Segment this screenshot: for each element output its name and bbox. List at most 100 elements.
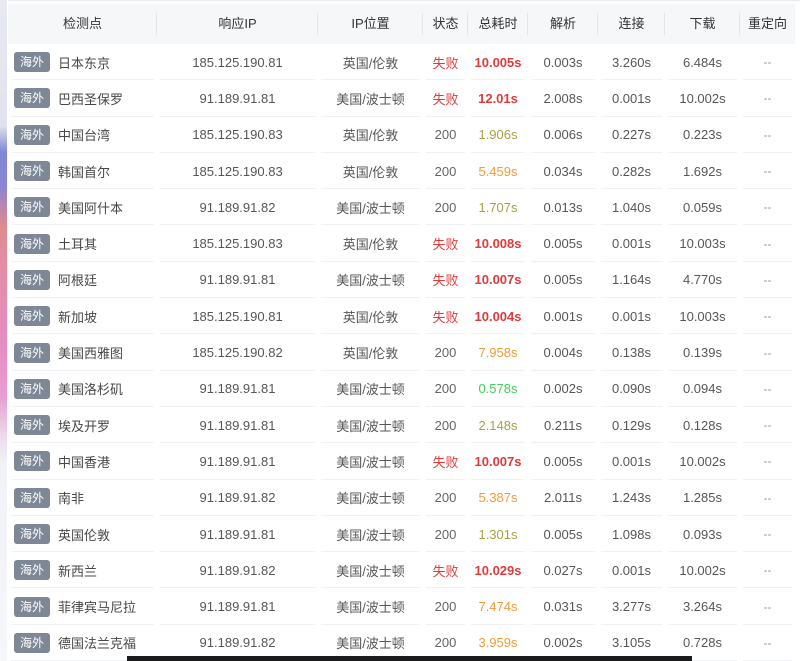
node-name: 土耳其 xyxy=(58,237,98,253)
ip-location: 美国/波士顿 xyxy=(318,262,423,299)
redirect-value: -- xyxy=(740,189,795,226)
node-name: 韩国首尔 xyxy=(58,164,111,180)
connect-time-value: 0.138s xyxy=(598,334,665,371)
total-time-value: 5.459s xyxy=(468,153,528,190)
redirect-value: -- xyxy=(740,80,795,117)
redirect-value: -- xyxy=(740,298,795,335)
overseas-badge: 海外 xyxy=(14,197,51,218)
download-time-value: 0.094s xyxy=(665,371,740,408)
overseas-badge: 海外 xyxy=(14,560,51,581)
dns-time-value: 0.031s xyxy=(528,588,598,626)
column-header-node: 检测点 xyxy=(8,4,157,44)
total-time-value: 10.029s xyxy=(468,552,528,589)
connect-time-value: 0.001s xyxy=(598,225,665,263)
status-value: 200 xyxy=(423,371,468,408)
dns-time-value: 0.013s xyxy=(528,189,598,226)
ip-location: 英国/伦敦 xyxy=(318,298,423,335)
total-time-value: 5.387s xyxy=(468,480,528,517)
connect-time-value: 1.098s xyxy=(598,516,665,553)
node-name: 美国西雅图 xyxy=(58,346,124,362)
node-cell: 海外 阿根廷 xyxy=(8,262,157,299)
table-row: 海外 韩国首尔 185.125.190.83 英国/伦敦 200 5.459s … xyxy=(8,153,795,190)
table-row: 海外 英国伦敦 91.189.91.81 美国/波士顿 200 1.301s 0… xyxy=(8,516,795,553)
redirect-value: -- xyxy=(740,262,795,299)
download-time-value: 6.484s xyxy=(665,44,740,81)
dns-time-value: 0.005s xyxy=(528,262,598,299)
download-time-value: 1.285s xyxy=(665,480,740,517)
total-time-value: 0.578s xyxy=(468,371,528,408)
download-time-value: 10.002s xyxy=(665,443,740,480)
node-name: 美国阿什本 xyxy=(58,200,124,216)
ip-location: 美国/波士顿 xyxy=(318,516,423,553)
redirect-value: -- xyxy=(740,443,795,480)
table-row: 海外 日本东京 185.125.190.81 英国/伦敦 失败 10.005s … xyxy=(8,44,795,81)
dns-time-value: 0.003s xyxy=(528,44,598,81)
node-name: 新西兰 xyxy=(58,563,98,579)
connect-time-value: 0.001s xyxy=(598,80,665,117)
column-header-total-time: 总耗时 xyxy=(468,4,528,44)
redirect-value: -- xyxy=(740,407,795,444)
node-name: 日本东京 xyxy=(58,55,111,71)
dns-time-value: 2.011s xyxy=(528,480,598,517)
redirect-value: -- xyxy=(740,153,795,190)
node-name: 新加坡 xyxy=(58,309,98,325)
redirect-value: -- xyxy=(740,225,795,263)
node-cell: 海外 土耳其 xyxy=(8,225,157,263)
connect-time-value: 0.227s xyxy=(598,117,665,154)
overseas-badge: 海外 xyxy=(14,233,51,254)
table-row: 海外 巴西圣保罗 91.189.91.81 美国/波士顿 失败 12.01s 2… xyxy=(8,80,795,117)
table-row: 海外 阿根廷 91.189.91.81 美国/波士顿 失败 10.007s 0.… xyxy=(8,262,795,299)
node-cell: 海外 美国阿什本 xyxy=(8,189,157,226)
overseas-badge: 海外 xyxy=(14,88,51,109)
download-time-value: 0.223s xyxy=(665,117,740,154)
ip-location: 美国/波士顿 xyxy=(318,588,423,626)
ip-location: 英国/伦敦 xyxy=(318,225,423,263)
redirect-value: -- xyxy=(740,480,795,517)
node-cell: 海外 韩国首尔 xyxy=(8,153,157,190)
node-name: 中国香港 xyxy=(58,454,111,470)
ip-location: 英国/伦敦 xyxy=(318,44,423,81)
node-cell: 海外 巴西圣保罗 xyxy=(8,80,157,117)
node-cell: 海外 新西兰 xyxy=(8,552,157,589)
ip-location: 英国/伦敦 xyxy=(318,117,423,154)
ip-location: 美国/波士顿 xyxy=(318,552,423,589)
dns-time-value: 0.002s xyxy=(528,371,598,408)
dns-time-value: 0.005s xyxy=(528,516,598,553)
download-time-value: 0.128s xyxy=(665,407,740,444)
node-name: 菲律宾马尼拉 xyxy=(58,600,137,616)
connect-time-value: 1.164s xyxy=(598,262,665,299)
total-time-value: 7.958s xyxy=(468,334,528,371)
status-value: 200 xyxy=(423,334,468,371)
column-header-ip-location: IP位置 xyxy=(318,4,423,44)
dns-time-value: 0.006s xyxy=(528,117,598,154)
response-ip: 91.189.91.81 xyxy=(157,371,318,408)
status-value: 失败 xyxy=(423,552,468,589)
connect-time-value: 3.260s xyxy=(598,44,665,81)
monitor-results-table: 检测点 响应IP IP位置 状态 总耗时 解析 连接 下载 重定向 海外 日本东… xyxy=(8,4,795,661)
connect-time-value: 0.090s xyxy=(598,371,665,408)
download-time-value: 3.264s xyxy=(665,588,740,626)
column-header-connect: 连接 xyxy=(598,4,665,44)
download-time-value: 1.692s xyxy=(665,153,740,190)
redirect-value: -- xyxy=(740,117,795,154)
overseas-badge: 海外 xyxy=(14,124,51,145)
status-value: 200 xyxy=(423,480,468,517)
connect-time-value: 0.001s xyxy=(598,298,665,335)
total-time-value: 12.01s xyxy=(468,80,528,117)
dns-time-value: 0.001s xyxy=(528,298,598,335)
download-time-value: 4.770s xyxy=(665,262,740,299)
dns-time-value: 0.211s xyxy=(528,407,598,444)
status-value: 失败 xyxy=(423,443,468,480)
total-time-value: 1.301s xyxy=(468,516,528,553)
ip-location: 美国/波士顿 xyxy=(318,371,423,408)
redirect-value: -- xyxy=(740,44,795,81)
overseas-badge: 海外 xyxy=(14,415,51,436)
table-row: 海外 埃及开罗 91.189.91.81 美国/波士顿 200 2.148s 0… xyxy=(8,407,795,444)
table-row: 海外 南非 91.189.91.82 美国/波士顿 200 5.387s 2.0… xyxy=(8,480,795,517)
table-row: 海外 美国阿什本 91.189.91.82 美国/波士顿 200 1.707s … xyxy=(8,189,795,226)
total-time-value: 10.005s xyxy=(468,44,528,81)
column-header-response-ip: 响应IP xyxy=(157,4,318,44)
ip-location: 美国/波士顿 xyxy=(318,407,423,444)
status-value: 失败 xyxy=(423,44,468,81)
node-cell: 海外 菲律宾马尼拉 xyxy=(8,588,157,626)
